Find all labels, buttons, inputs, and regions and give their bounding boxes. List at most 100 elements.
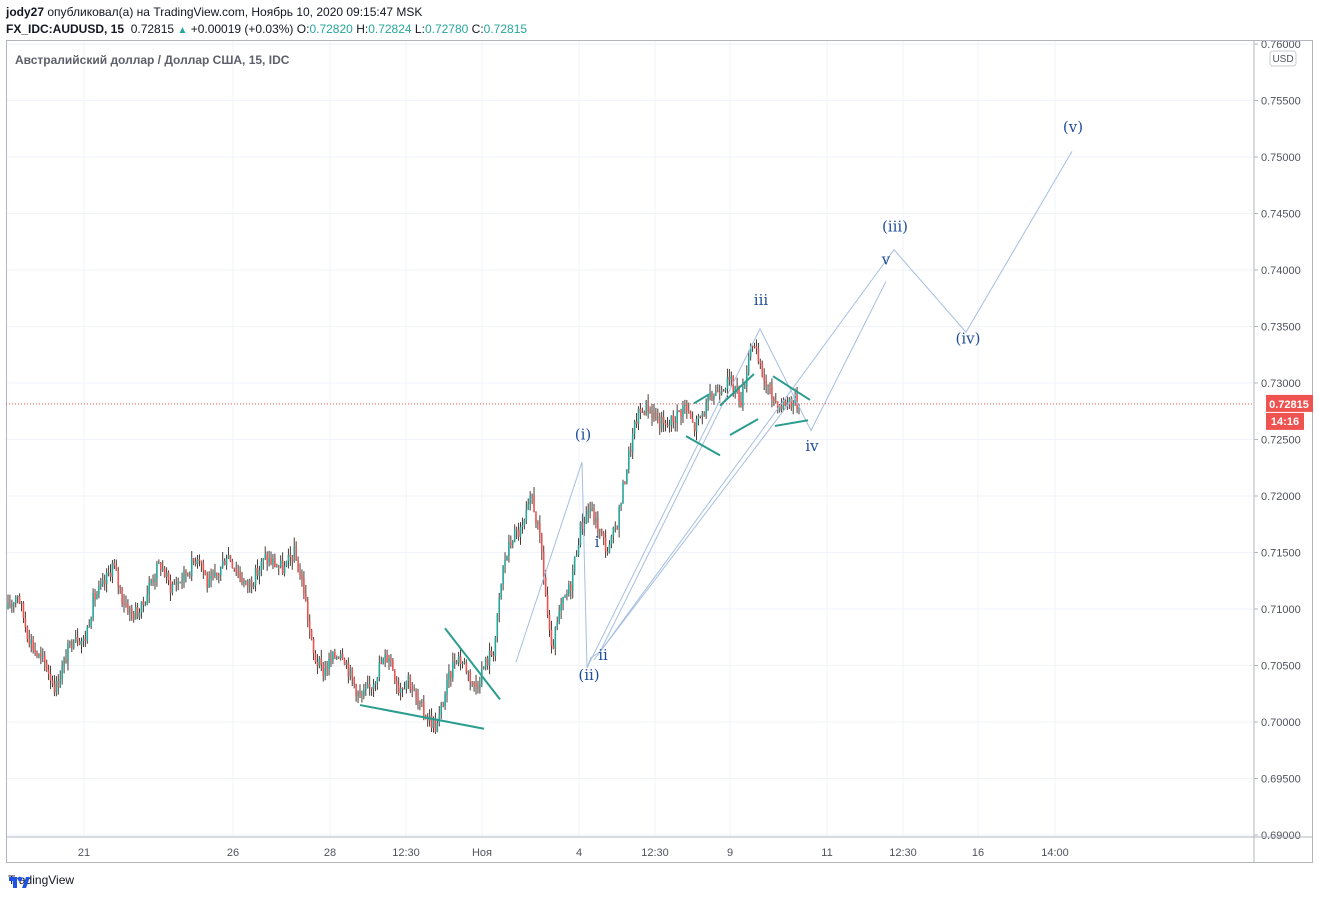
candle-body [324,667,326,676]
candle-body [664,423,667,425]
candle-body [790,398,793,408]
candle-body [69,641,71,645]
symbol-name: FX_IDC:AUDUSD, 15 [6,22,125,36]
trendline [719,373,755,407]
candle-body [272,558,274,565]
candle-body [643,411,646,416]
candle-body [784,400,787,406]
candle-body [771,386,773,399]
chart-background [6,40,1313,863]
candle-body [214,572,216,576]
candle-body [55,680,58,693]
wave-path [593,393,797,661]
candle-body [432,719,435,728]
candle-body [320,658,323,665]
candle-body [370,687,373,690]
candle-body [67,644,69,664]
candle-body [82,638,85,641]
candle-body [513,529,516,542]
candle-body [7,602,9,609]
candle-body [138,612,141,618]
y-tick-label: 0.73000 [1261,378,1301,390]
chart-header: jody27 опубликовал(а) на TradingView.com… [6,4,527,39]
candle-body [30,639,33,645]
candle-body [206,575,209,587]
candle-body [620,503,622,507]
chart-frame[interactable]: 0.76000 0.75500 0.75000 0.74500 0.74000 0.735… [6,40,1313,863]
candle-body [343,658,346,665]
x-tick-label: 14:00 [1041,847,1069,859]
candle-body [262,558,265,562]
candle-body [13,602,15,605]
candle-body [755,346,758,349]
candle-body [511,541,514,545]
candle-body [169,580,172,593]
candle-body [411,688,414,691]
x-tick-label: 4 [576,847,582,859]
candle-body [693,422,696,432]
candle-body [475,683,477,687]
candle-body [208,578,210,587]
candle-body [268,558,270,564]
candle-body [310,630,313,640]
y-tick-label: 0.75000 [1261,152,1301,164]
candle-body [788,398,791,403]
candle-body [452,661,454,678]
candle-body [631,433,634,453]
candle-body [96,594,98,599]
candle-body [140,601,143,613]
candle-body [651,410,653,418]
candle-body [552,645,555,649]
trendline [774,419,809,427]
open-label: O: [296,22,310,36]
candle-body [773,398,775,401]
candle-body [544,577,547,595]
price-chart[interactable]: 0.76000 0.75500 0.75000 0.74500 0.74000 0.735… [6,40,1313,863]
candle-body [297,560,299,573]
publish-info: jody27 опубликовал(а) на TradingView.com… [6,4,527,21]
candle-body [390,658,392,661]
y-tick-label: 0.73500 [1261,322,1301,334]
candle-body [305,593,307,602]
candle-body [519,526,522,537]
candle-body [417,697,419,704]
candle-body [198,559,201,561]
candle-body [628,450,630,470]
candle-body [22,602,25,618]
candle-body [558,611,560,623]
candle-body [720,390,723,395]
candle-body [28,638,31,645]
candle-body [608,544,611,553]
candle-body [438,713,441,724]
y-tick-label: 0.70000 [1261,717,1301,729]
candle-body [554,627,557,649]
candle-body [751,345,754,347]
candle-body [469,671,472,683]
candle-body [314,653,317,663]
candle-body [713,395,715,400]
author-name[interactable]: jody27 [6,5,45,19]
candle-body [134,606,137,620]
candle-body [525,509,528,521]
candle-body [291,557,294,562]
candle-body [65,658,67,664]
candle-body [119,585,121,589]
chart-title: Австралийский доллар / Доллар США, 15, I… [15,53,290,67]
candle-body [461,662,464,664]
candle-body [289,554,292,558]
candle-body [473,683,475,685]
candle-body [165,572,168,577]
candle-body [16,596,19,598]
high-label: H: [356,22,369,36]
candle-body [641,411,644,413]
candle-body [446,679,448,695]
candle-body [747,356,750,374]
candle-body [618,506,620,529]
candle-body [670,415,673,426]
candle-body [281,560,284,574]
candle-body [237,572,239,574]
candle-body [537,522,539,524]
candle-body [496,613,499,638]
candle-body [301,575,303,579]
x-tick-label: 26 [227,847,239,859]
